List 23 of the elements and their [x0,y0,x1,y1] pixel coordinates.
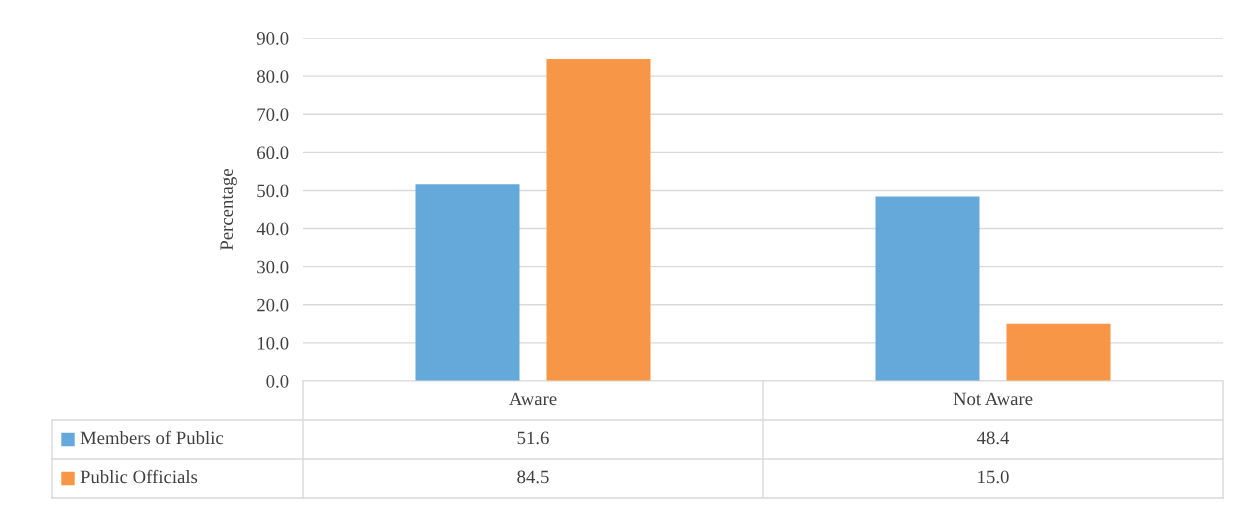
y-tick-label: 80.0 [257,70,289,83]
bar [546,58,651,381]
y-axis-title: Percentage [220,169,237,251]
y-tick-label: 10.0 [257,336,289,350]
data-label: 15.0 [978,470,1009,484]
data-label: 48.4 [976,431,1010,445]
bar [1006,323,1111,381]
legend-label: Public Officials [80,469,198,484]
y-tick-label: 0.0 [266,375,289,388]
y-tick-label: 30.0 [257,260,289,274]
y-tick-label: 50.0 [257,184,289,198]
y-tick-label: 20.0 [257,298,289,312]
bar [415,184,520,381]
data-label: 84.5 [517,470,549,484]
data-label: 51.6 [517,431,549,445]
bar [875,196,980,381]
legend-label: Members of Public [80,430,224,445]
y-tick-label: 60.0 [257,146,289,160]
y-tick-label: 90.0 [256,32,289,45]
y-tick-label: 70.0 [257,108,289,121]
y-tick-label: 40.0 [256,222,289,236]
x-tick-label: Not Aware [953,392,1033,406]
x-tick-label: Aware [509,392,557,406]
